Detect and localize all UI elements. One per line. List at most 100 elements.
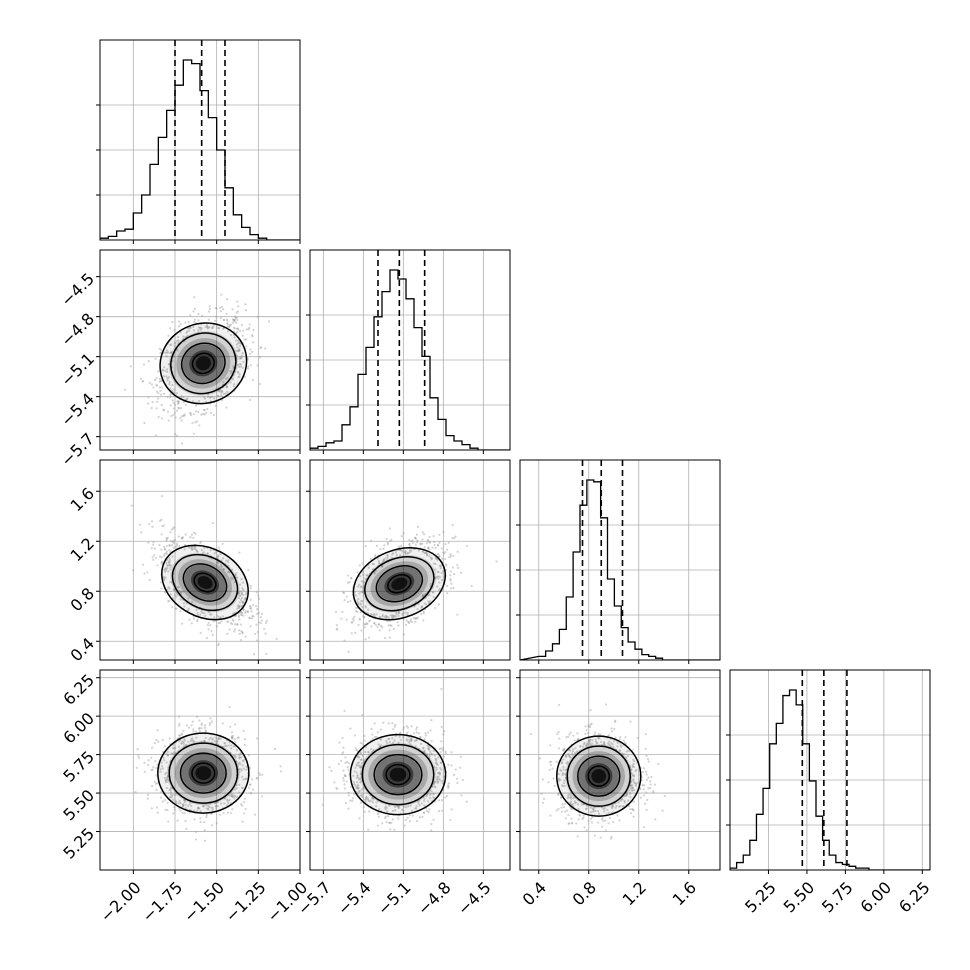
sample-point bbox=[250, 610, 253, 613]
sample-point bbox=[228, 323, 231, 327]
sample-point bbox=[238, 757, 241, 760]
sample-point bbox=[362, 589, 365, 592]
sample-point bbox=[361, 600, 364, 603]
sample-point bbox=[160, 765, 164, 768]
sample-point bbox=[163, 578, 166, 581]
sample-point bbox=[255, 639, 258, 642]
x-tick-label: 6.25 bbox=[895, 878, 934, 917]
sample-point bbox=[338, 741, 341, 744]
sample-point bbox=[378, 615, 382, 619]
sample-point bbox=[557, 792, 560, 795]
sample-point bbox=[369, 613, 372, 616]
sample-point bbox=[402, 633, 406, 636]
sample-point bbox=[434, 607, 437, 610]
sample-point bbox=[199, 326, 202, 329]
sample-point bbox=[631, 786, 634, 789]
sample-point bbox=[237, 348, 240, 352]
sample-point bbox=[427, 546, 430, 549]
sample-point bbox=[441, 749, 444, 752]
sample-point bbox=[229, 622, 233, 625]
sample-point bbox=[190, 738, 193, 741]
sample-point bbox=[189, 739, 193, 743]
sample-point bbox=[225, 312, 228, 315]
sample-point bbox=[439, 565, 442, 568]
sample-point bbox=[438, 533, 441, 536]
sample-point bbox=[199, 809, 202, 813]
sample-point bbox=[155, 738, 158, 742]
sample-point bbox=[359, 603, 362, 606]
sample-point bbox=[139, 377, 142, 380]
sample-point bbox=[210, 613, 213, 616]
sample-point bbox=[238, 373, 241, 376]
sample-point bbox=[220, 559, 223, 562]
sample-point bbox=[150, 520, 154, 523]
sample-point bbox=[359, 781, 362, 784]
sample-point bbox=[159, 791, 163, 794]
sample-point bbox=[347, 762, 351, 765]
sample-point bbox=[361, 571, 364, 574]
y-tick-label: 5.75 bbox=[59, 747, 98, 786]
sample-point bbox=[237, 365, 241, 368]
sample-point bbox=[346, 765, 349, 769]
sample-point bbox=[357, 764, 361, 767]
sample-point bbox=[541, 801, 545, 804]
sample-point bbox=[589, 708, 592, 712]
sample-point bbox=[603, 810, 606, 813]
sample-point bbox=[239, 768, 242, 771]
sample-point bbox=[183, 799, 186, 802]
sample-point bbox=[171, 793, 175, 796]
sample-point bbox=[573, 751, 577, 755]
sample-point bbox=[428, 535, 431, 539]
sample-point bbox=[236, 349, 239, 353]
sample-point bbox=[558, 777, 561, 780]
sample-point bbox=[177, 401, 180, 405]
sample-point bbox=[225, 385, 229, 389]
sample-point bbox=[423, 602, 426, 605]
sample-point bbox=[177, 407, 180, 410]
sample-point bbox=[150, 547, 153, 550]
sample-point bbox=[183, 744, 186, 747]
sample-point bbox=[243, 338, 246, 341]
sample-point bbox=[404, 611, 407, 614]
sample-point bbox=[204, 729, 207, 732]
sample-point bbox=[235, 316, 238, 319]
sample-point bbox=[166, 377, 169, 380]
sample-point bbox=[192, 310, 195, 313]
sample-point bbox=[216, 737, 220, 741]
sample-point bbox=[178, 739, 181, 743]
sample-point bbox=[209, 717, 212, 720]
sample-point bbox=[212, 619, 215, 623]
sample-point bbox=[241, 759, 245, 762]
sample-point bbox=[357, 755, 360, 758]
sample-point bbox=[171, 383, 174, 387]
sample-point bbox=[136, 748, 139, 751]
sample-point bbox=[165, 538, 168, 541]
sample-point bbox=[389, 614, 392, 617]
sample-point bbox=[418, 804, 421, 807]
sample-point bbox=[607, 811, 610, 814]
sample-point bbox=[415, 807, 418, 810]
sample-point bbox=[427, 600, 430, 603]
sample-point bbox=[196, 618, 199, 621]
sample-point bbox=[244, 777, 247, 780]
sample-point bbox=[417, 802, 420, 805]
sample-point bbox=[437, 570, 440, 574]
sample-point bbox=[594, 738, 597, 741]
sample-point bbox=[663, 795, 666, 798]
sample-point bbox=[377, 559, 380, 563]
sample-point bbox=[179, 598, 182, 601]
sample-point bbox=[567, 822, 570, 825]
sample-point bbox=[153, 554, 156, 557]
sample-point bbox=[175, 607, 178, 610]
sample-point bbox=[631, 765, 634, 768]
sample-point bbox=[335, 624, 338, 627]
sample-point bbox=[167, 820, 170, 823]
sample-point bbox=[567, 814, 570, 817]
sample-point bbox=[215, 550, 218, 554]
sample-point bbox=[376, 557, 380, 560]
sample-point bbox=[233, 336, 236, 339]
sample-point bbox=[245, 328, 248, 331]
sample-point bbox=[459, 755, 462, 758]
sample-point bbox=[184, 533, 187, 536]
sample-point bbox=[252, 328, 255, 332]
